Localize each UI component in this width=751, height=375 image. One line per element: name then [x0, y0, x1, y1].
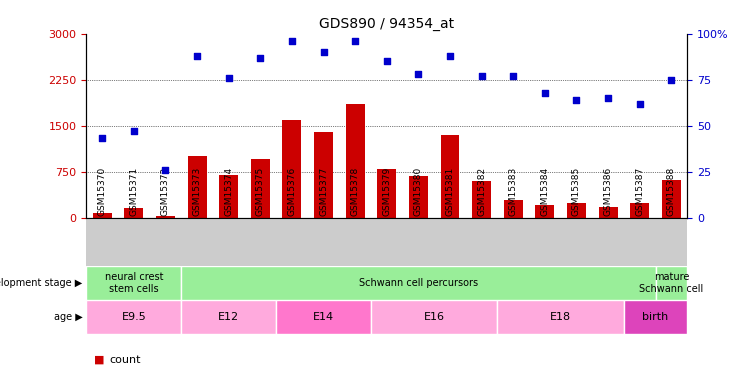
- Bar: [497, 300, 624, 334]
- Point: [255, 55, 267, 61]
- Bar: [86, 300, 181, 334]
- Bar: [504, 200, 523, 217]
- Bar: [314, 132, 333, 218]
- Point: [381, 58, 393, 64]
- Point: [222, 75, 234, 81]
- Bar: [86, 266, 181, 300]
- Bar: [371, 300, 497, 334]
- Text: development stage ▶: development stage ▶: [0, 278, 83, 288]
- Bar: [409, 177, 428, 218]
- Bar: [92, 213, 112, 217]
- Bar: [282, 120, 301, 218]
- Text: E18: E18: [550, 312, 572, 322]
- Point: [602, 95, 614, 101]
- Point: [318, 49, 330, 55]
- Bar: [662, 180, 681, 218]
- Title: GDS890 / 94354_at: GDS890 / 94354_at: [319, 17, 454, 32]
- Text: E9.5: E9.5: [122, 312, 146, 322]
- Bar: [219, 175, 238, 217]
- Point: [128, 128, 140, 134]
- Point: [191, 53, 203, 59]
- Text: ■: ■: [94, 355, 104, 365]
- Bar: [156, 216, 175, 217]
- Bar: [656, 266, 687, 300]
- Text: neural crest
stem cells: neural crest stem cells: [104, 272, 163, 294]
- Point: [571, 97, 583, 103]
- Bar: [276, 300, 371, 334]
- Point: [634, 100, 646, 106]
- Text: mature
Schwann cell: mature Schwann cell: [639, 272, 704, 294]
- Point: [412, 71, 424, 77]
- Bar: [535, 205, 554, 218]
- Point: [286, 38, 298, 44]
- Point: [665, 77, 677, 83]
- Bar: [567, 203, 586, 217]
- Bar: [181, 300, 276, 334]
- Bar: [630, 203, 649, 217]
- Bar: [377, 168, 397, 217]
- Bar: [624, 300, 687, 334]
- Bar: [188, 156, 207, 218]
- Bar: [251, 159, 270, 218]
- Bar: [181, 266, 656, 300]
- Bar: [599, 207, 617, 218]
- Point: [475, 73, 487, 79]
- Point: [96, 135, 108, 141]
- Point: [444, 53, 456, 59]
- Bar: [472, 181, 491, 218]
- Bar: [125, 209, 143, 218]
- Point: [159, 167, 171, 173]
- Text: age ▶: age ▶: [54, 312, 83, 322]
- Point: [349, 38, 361, 44]
- Point: [539, 90, 551, 96]
- Text: count: count: [109, 355, 140, 365]
- Text: Schwann cell percursors: Schwann cell percursors: [359, 278, 478, 288]
- Bar: [441, 135, 460, 218]
- Text: birth: birth: [642, 312, 668, 322]
- Text: E12: E12: [218, 312, 240, 322]
- Point: [507, 73, 519, 79]
- Text: E14: E14: [313, 312, 334, 322]
- Bar: [345, 104, 365, 218]
- Text: E16: E16: [424, 312, 445, 322]
